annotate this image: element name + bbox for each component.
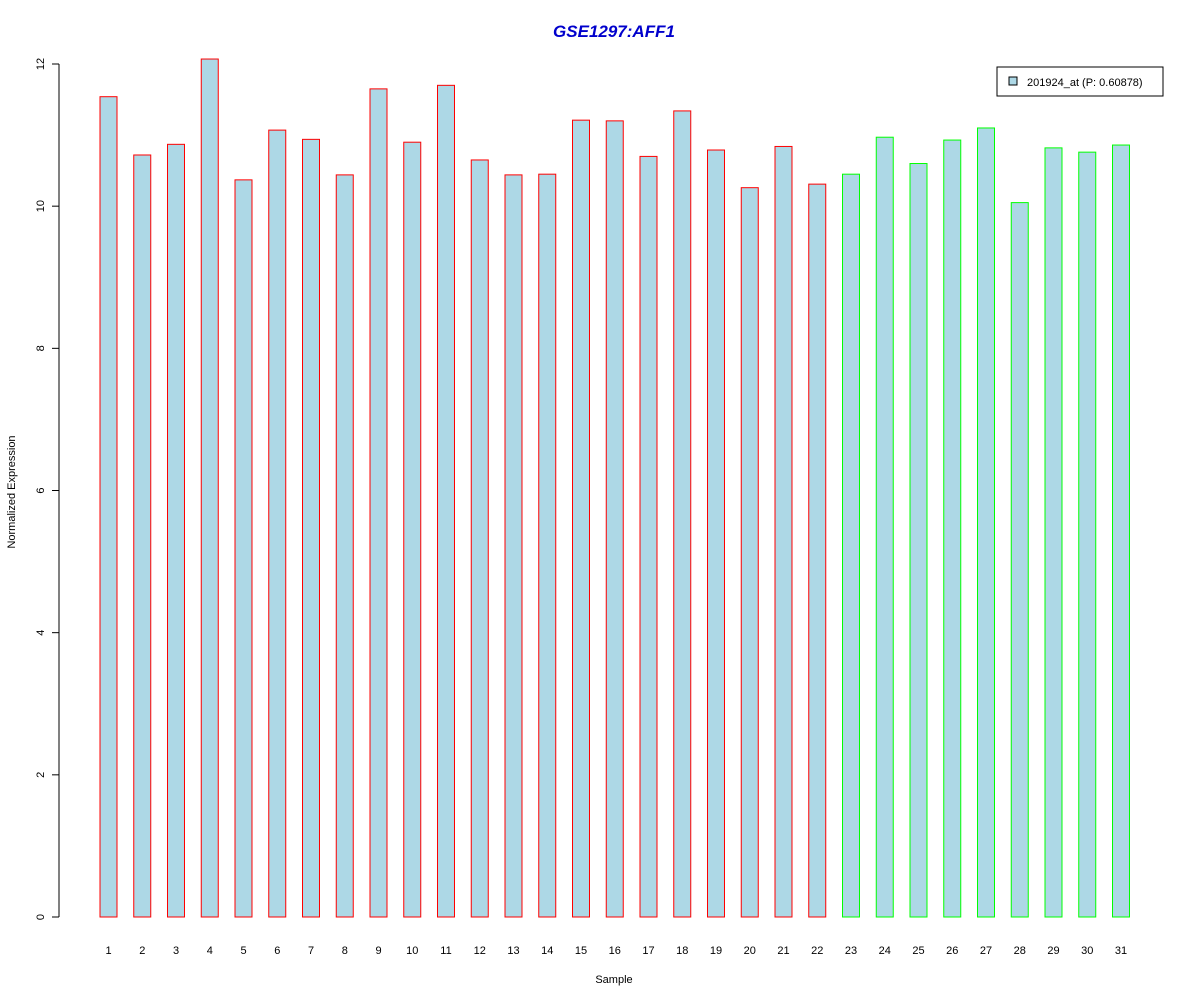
y-tick-label: 8 — [35, 345, 47, 351]
bar-sample-4 — [200, 58, 219, 918]
x-tick-label: 15 — [575, 945, 587, 957]
y-tick-label: 10 — [35, 200, 47, 212]
x-tick-label: 24 — [879, 945, 891, 957]
x-axis-label: Sample — [595, 974, 632, 986]
bar-sample-28 — [1010, 202, 1029, 918]
bar-sample-6 — [268, 129, 287, 918]
x-tick-label: 5 — [240, 945, 246, 957]
x-tick-label: 21 — [777, 945, 789, 957]
bar-sample-17 — [639, 155, 658, 918]
bar-sample-12 — [470, 159, 489, 918]
x-tick-label: 18 — [676, 945, 688, 957]
y-tick-label: 6 — [35, 487, 47, 493]
bar-sample-5 — [234, 179, 253, 918]
bar-sample-29 — [1044, 147, 1063, 918]
x-tick-label: 9 — [375, 945, 381, 957]
x-tick-label: 27 — [980, 945, 992, 957]
x-tick-label: 30 — [1081, 945, 1093, 957]
bar-sample-1 — [99, 96, 118, 918]
bar-sample-8 — [335, 174, 354, 918]
bar-sample-13 — [504, 174, 523, 918]
y-tick-label: 4 — [35, 630, 47, 636]
legend-swatch — [1008, 76, 1018, 86]
bar-sample-21 — [774, 145, 793, 918]
bar-sample-10 — [403, 141, 422, 918]
bar-sample-16 — [605, 120, 624, 918]
x-tick-label: 19 — [710, 945, 722, 957]
x-tick-label: 28 — [1014, 945, 1026, 957]
bar-sample-3 — [167, 143, 185, 918]
bar-sample-11 — [437, 84, 455, 918]
x-tick-label: 2 — [139, 945, 145, 957]
legend-label: 201924_at (P: 0.60878) — [1027, 77, 1143, 89]
bar-sample-19 — [707, 149, 725, 918]
x-tick-label: 12 — [474, 945, 486, 957]
bar-sample-31 — [1112, 144, 1130, 918]
x-tick-label: 17 — [642, 945, 654, 957]
bar-sample-2 — [133, 154, 152, 918]
x-tick-label: 26 — [946, 945, 958, 957]
bar-sample-7 — [302, 138, 320, 918]
x-tick-label: 16 — [609, 945, 621, 957]
bar-sample-14 — [538, 173, 557, 918]
x-tick-label: 25 — [912, 945, 924, 957]
x-tick-label: 8 — [342, 945, 348, 957]
x-tick-label: 4 — [207, 945, 213, 957]
chart-title: GSE1297:AFF1 — [553, 22, 675, 41]
x-tick-label: 1 — [105, 945, 111, 957]
x-tick-label: 20 — [744, 945, 756, 957]
x-tick-label: 22 — [811, 945, 823, 957]
bar-sample-15 — [572, 119, 590, 918]
x-tick-label: 6 — [274, 945, 280, 957]
y-axis: 0 2 4 6 8 10 12 — [35, 58, 60, 920]
bar-sample-26 — [943, 139, 962, 918]
bar-sample-27 — [977, 127, 995, 918]
bar-sample-18 — [673, 110, 692, 918]
x-tick-label: 29 — [1047, 945, 1059, 957]
x-axis: 1 2 3 4 5 6 7 8 9 10 11 12 13 14 15 16 17 18 19 20 21 22 23 24 2… — [105, 945, 1127, 957]
bar-sample-23 — [842, 173, 860, 918]
bar-sample-25 — [909, 163, 928, 918]
x-tick-label: 10 — [406, 945, 418, 957]
x-tick-label: 7 — [308, 945, 314, 957]
legend-box — [996, 66, 1164, 97]
bar-sample-20 — [740, 187, 759, 918]
y-tick-label: 12 — [35, 58, 47, 70]
bar-sample-9 — [369, 88, 388, 918]
bar-sample-30 — [1078, 151, 1097, 918]
bar-sample-24 — [875, 136, 894, 918]
y-axis-label: Normalized Expression — [6, 435, 18, 548]
bars — [99, 58, 1130, 918]
legend: 201924_at (P: 0.60878) — [996, 66, 1164, 97]
x-tick-label: 11 — [440, 945, 451, 957]
bar-sample-22 — [808, 183, 827, 918]
y-tick-label: 2 — [35, 772, 47, 778]
x-tick-label: 31 — [1115, 945, 1127, 957]
x-tick-label: 3 — [173, 945, 179, 957]
x-tick-label: 13 — [507, 945, 519, 957]
x-tick-label: 23 — [845, 945, 857, 957]
y-tick-label: 0 — [35, 914, 47, 920]
x-tick-label: 14 — [541, 945, 553, 957]
